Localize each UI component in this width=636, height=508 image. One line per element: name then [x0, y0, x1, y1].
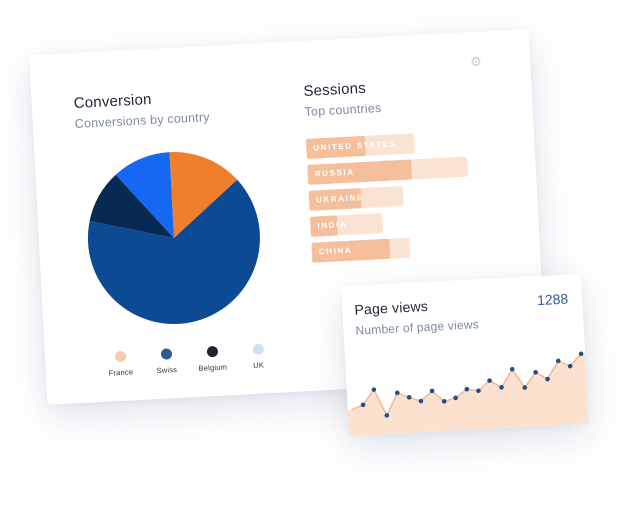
pie-slice-uk — [115, 152, 174, 238]
page-views-point — [418, 398, 424, 404]
top-countries-bars: UNITED STATES RUSSIA UKRAINE INDIA CHINA — [29, 29, 528, 263]
page-views-point — [371, 387, 377, 392]
page-views-chart — [347, 351, 589, 437]
page-views-subtitle: Number of page views — [355, 317, 480, 338]
legend-dot — [252, 343, 264, 356]
country-bar-russia: RUSSIA — [307, 156, 469, 185]
page-views-point — [394, 390, 400, 396]
page-views-point — [522, 385, 528, 390]
country-bar-united-states: UNITED STATES — [305, 133, 415, 159]
legend-label: Belgium — [198, 362, 228, 373]
legend-label: France — [108, 367, 134, 378]
legend-item-swiss: Swiss — [143, 347, 190, 375]
page-views-point — [384, 413, 390, 418]
page-views-point — [476, 388, 481, 394]
legend-label: Swiss — [156, 365, 178, 376]
legend-item-france: France — [97, 350, 144, 378]
legend-item-uk: UK — [235, 343, 282, 371]
page-views-point — [464, 386, 470, 392]
page-views-point — [406, 395, 412, 400]
page-views-point — [509, 366, 515, 372]
legend-dot — [114, 350, 126, 363]
sessions-title: Sessions — [303, 79, 367, 101]
page-views-point — [555, 358, 561, 364]
pie-legend: France Swiss Belgium UK — [29, 29, 528, 378]
bar-label: UNITED STATES — [313, 139, 397, 153]
pie-slice-swiss — [87, 179, 260, 324]
page-views-point — [441, 399, 447, 404]
pie-slice-france — [169, 152, 238, 238]
conversion-pie-chart — [87, 152, 260, 324]
page-views-total: 1288 — [536, 290, 569, 309]
bar-label: RUSSIA — [314, 167, 355, 179]
legend-label: UK — [253, 360, 265, 371]
country-bar-india: INDIA — [310, 213, 383, 237]
conversion-title: Conversion — [73, 90, 152, 113]
page-views-title: Page views — [354, 297, 429, 318]
country-bar-ukraine: UKRAINE — [308, 185, 404, 211]
conversion-subtitle: Conversions by country — [74, 109, 211, 132]
sessions-subtitle: Top countries — [304, 100, 382, 119]
country-bar-china: CHINA — [311, 237, 411, 263]
legend-dot — [160, 348, 172, 360]
page-views-point — [360, 402, 366, 408]
page-views-area — [347, 353, 589, 437]
gear-icon[interactable]: ⚙ — [469, 53, 483, 70]
page-views-point — [499, 385, 504, 390]
page-views-point — [545, 376, 550, 382]
page-views-card: Page views Number of page views 1288 — [341, 273, 589, 437]
page-views-point — [429, 388, 435, 394]
page-views-point — [453, 395, 458, 401]
page-views-point — [578, 351, 584, 357]
bar-label: INDIA — [317, 219, 348, 231]
dashboard-card: Conversion Conversions by country France… — [29, 29, 547, 405]
page-views-point — [533, 370, 538, 375]
legend-dot — [206, 345, 218, 358]
legend-item-belgium: Belgium — [189, 345, 236, 373]
bar-label: UKRAINE — [315, 193, 364, 205]
bar-label: CHINA — [318, 245, 353, 257]
page-views-point — [487, 378, 492, 383]
page-views-point — [567, 363, 573, 369]
pie-slice-belgium — [89, 174, 174, 238]
